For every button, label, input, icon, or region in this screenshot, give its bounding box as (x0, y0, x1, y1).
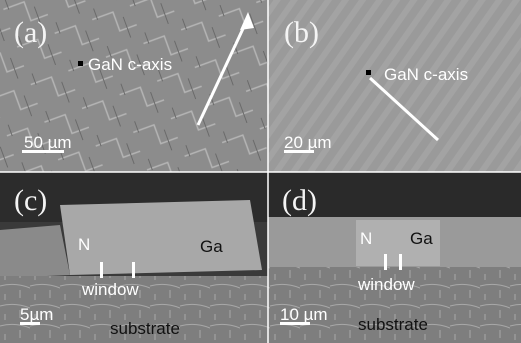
window-mark (132, 262, 135, 278)
panel-label: (c) (14, 184, 47, 217)
panel-b: (b) GaN c-axis 20 µm (268, 0, 521, 172)
label-ga: Ga (410, 229, 433, 248)
marker (78, 61, 83, 66)
panel-label: (d) (282, 184, 317, 217)
scale-label: 5µm (20, 305, 53, 324)
panel-c: (c) N Ga window 5µm substrate (0, 172, 268, 343)
marker (366, 70, 371, 75)
scale-label: 50 µm (24, 133, 72, 152)
window-label: window (357, 275, 415, 294)
label-ga: Ga (200, 237, 223, 256)
label-n: N (78, 235, 90, 254)
substrate-label: substrate (110, 319, 180, 338)
scale-label: 10 µm (280, 305, 328, 324)
annotation: GaN c-axis (88, 55, 172, 74)
window-mark (399, 254, 402, 270)
crystal (60, 200, 262, 275)
label-n: N (360, 229, 372, 248)
window-mark (100, 262, 103, 278)
figure: (a) GaN c-axis 50 µm (b) GaN c-axis 20 µ… (0, 0, 521, 343)
crystal (0, 225, 70, 278)
panel-label: (b) (284, 16, 319, 49)
substrate-label: substrate (358, 315, 428, 334)
panel-d: (d) N Ga window 10 µm substrate (268, 172, 521, 343)
window-label: window (81, 280, 139, 299)
panel-label: (a) (14, 16, 47, 49)
window-mark (384, 254, 387, 270)
scale-label: 20 µm (284, 133, 332, 152)
annotation: GaN c-axis (384, 65, 468, 84)
panel-a: (a) GaN c-axis 50 µm (0, 0, 268, 172)
